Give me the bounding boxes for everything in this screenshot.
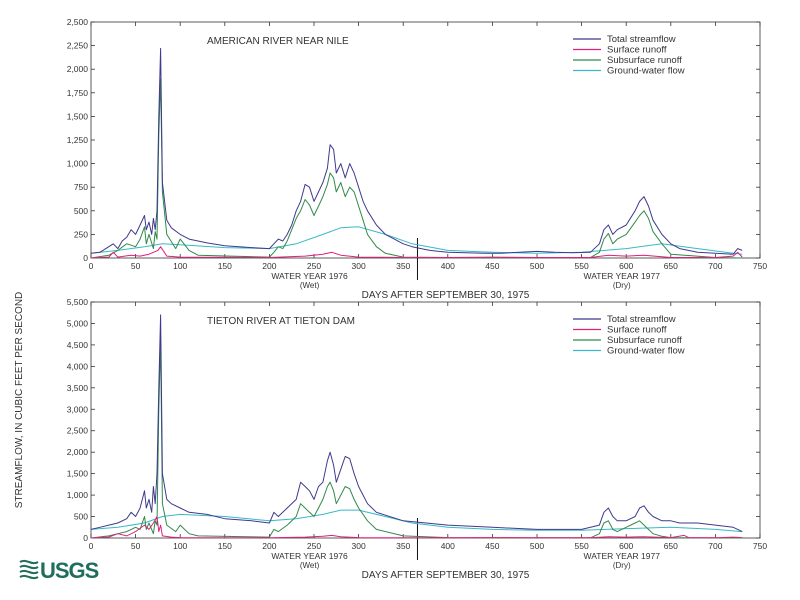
x-tick-label: 50 <box>131 261 141 271</box>
legend-entry: Subsurface runoff <box>607 335 682 346</box>
legend-entry: Subsurface runoff <box>607 55 682 66</box>
series-line-total-streamflow <box>90 314 743 533</box>
y-tick-label: 2,000 <box>67 64 89 74</box>
y-tick-label: 2,500 <box>67 426 89 436</box>
y-tick-label: 3,500 <box>67 383 89 393</box>
x-tick-label: 250 <box>307 261 321 271</box>
water-year-label: WATER YEAR 1976 <box>271 551 348 561</box>
x-axis-label: DAYS AFTER SEPTEMBER 30, 1975 <box>362 570 530 581</box>
x-tick-label: 700 <box>708 261 722 271</box>
usgs-logo: USGS <box>19 558 100 582</box>
y-tick-label: 1,000 <box>67 490 89 500</box>
x-tick-label: 200 <box>262 261 276 271</box>
y-tick-label: 2,000 <box>67 447 89 457</box>
chart-panel-1: 02505007501,0001,2501,5001,7502,0002,250… <box>67 17 768 301</box>
water-year-label: WATER YEAR 1977 <box>584 551 661 561</box>
y-tick-label: 1,750 <box>67 88 89 98</box>
y-tick-label: 4,000 <box>67 361 89 371</box>
y-tick-label: 5,000 <box>67 318 89 328</box>
water-year-subtitle: (Dry) <box>613 281 631 290</box>
x-tick-label: 150 <box>218 261 232 271</box>
legend-entry: Total streamflow <box>607 34 676 45</box>
y-tick-label: 2,500 <box>67 17 89 27</box>
x-tick-label: 450 <box>485 541 499 551</box>
x-tick-label: 500 <box>530 261 544 271</box>
water-year-subtitle: (Dry) <box>613 561 631 570</box>
y-tick-label: 1,500 <box>67 469 89 479</box>
y-tick-label: 3,000 <box>67 404 89 414</box>
x-tick-label: 450 <box>485 261 499 271</box>
usgs-logo-mark <box>19 559 39 580</box>
x-tick-label: 150 <box>218 541 232 551</box>
legend-entry: Surface runoff <box>607 325 667 336</box>
y-tick-label: 0 <box>83 253 88 263</box>
y-tick-label: 2,250 <box>67 41 89 51</box>
series-line-total-streamflow <box>90 47 743 255</box>
x-tick-label: 650 <box>664 261 678 271</box>
y-axis-label: STREAMFLOW, IN CUBIC FEET PER SECOND <box>14 292 25 509</box>
y-tick-label: 500 <box>74 206 88 216</box>
x-tick-label: 350 <box>396 541 410 551</box>
series-line-subsurface-runoff <box>90 78 743 259</box>
x-tick-label: 600 <box>619 261 633 271</box>
chart-panel-2: 05001,0001,5002,0002,5003,0003,5004,0004… <box>67 297 768 581</box>
y-tick-label: 5,500 <box>67 297 89 307</box>
x-tick-label: 300 <box>352 541 366 551</box>
y-tick-label: 500 <box>74 512 88 522</box>
x-tick-label: 350 <box>396 261 410 271</box>
legend-entry: Total streamflow <box>607 314 676 325</box>
y-tick-label: 1,250 <box>67 135 89 145</box>
x-tick-label: 100 <box>173 261 187 271</box>
x-tick-label: 500 <box>530 541 544 551</box>
x-tick-label: 550 <box>575 541 589 551</box>
series-line-surface-runoff <box>90 246 743 259</box>
x-tick-label: 600 <box>619 541 633 551</box>
x-tick-label: 50 <box>131 541 141 551</box>
legend-entry: Surface runoff <box>607 45 667 56</box>
series-line-ground-water-flow <box>90 509 743 533</box>
x-tick-label: 550 <box>575 261 589 271</box>
x-tick-label: 300 <box>352 261 366 271</box>
y-tick-label: 4,500 <box>67 340 89 350</box>
chart-title: TIETON RIVER AT TIETON DAM <box>207 316 355 327</box>
x-tick-label: 400 <box>441 541 455 551</box>
x-axis-label: DAYS AFTER SEPTEMBER 30, 1975 <box>362 290 530 301</box>
x-tick-label: 200 <box>262 541 276 551</box>
y-tick-label: 750 <box>74 182 88 192</box>
x-tick-label: 650 <box>664 541 678 551</box>
y-tick-label: 1,000 <box>67 159 89 169</box>
y-tick-label: 250 <box>74 229 88 239</box>
legend-entry: Ground-water flow <box>607 66 685 77</box>
y-tick-label: 1,500 <box>67 111 89 121</box>
series-line-ground-water-flow <box>90 226 743 255</box>
x-tick-label: 250 <box>307 541 321 551</box>
water-year-label: WATER YEAR 1977 <box>584 271 661 281</box>
x-tick-label: 750 <box>753 541 767 551</box>
y-tick-label: 0 <box>83 533 88 543</box>
series-line-surface-runoff <box>90 516 743 539</box>
water-year-subtitle: (Wet) <box>300 561 320 570</box>
series-line-subsurface-runoff <box>90 340 743 539</box>
x-tick-label: 0 <box>89 541 94 551</box>
x-tick-label: 0 <box>89 261 94 271</box>
water-year-subtitle: (Wet) <box>300 281 320 290</box>
chart-title: AMERICAN RIVER NEAR NILE <box>207 36 349 47</box>
x-tick-label: 700 <box>708 541 722 551</box>
x-tick-label: 100 <box>173 541 187 551</box>
usgs-logo-text: USGS <box>40 558 99 582</box>
x-tick-label: 400 <box>441 261 455 271</box>
legend-entry: Ground-water flow <box>607 346 685 357</box>
x-tick-label: 750 <box>753 261 767 271</box>
water-year-label: WATER YEAR 1976 <box>271 271 348 281</box>
